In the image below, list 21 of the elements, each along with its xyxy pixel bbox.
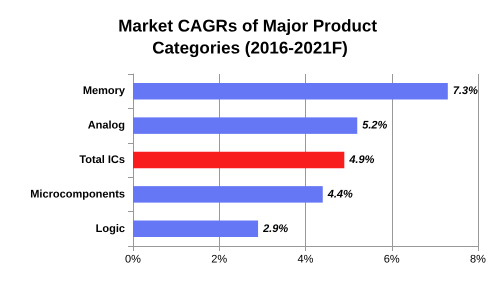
data-label: 4.9%	[348, 154, 375, 166]
y-tick-label: Logic	[96, 222, 125, 235]
bar	[133, 220, 258, 238]
data-label: 5.2%	[362, 120, 388, 132]
y-tick-label: Memory	[82, 85, 126, 98]
x-tick-label: 6%	[384, 254, 400, 266]
x-tick-label: 4%	[298, 254, 314, 266]
bar	[133, 117, 358, 134]
data-label: 2.9%	[262, 222, 288, 235]
x-tick-label: 0%	[125, 254, 142, 266]
data-label: 4.4%	[326, 188, 354, 200]
bar	[133, 152, 344, 168]
bar	[133, 186, 323, 203]
y-tick-label: Microcomponents	[30, 188, 125, 200]
data-label: 7.3%	[452, 85, 478, 98]
bar	[133, 82, 448, 100]
y-tick-label: Analog	[88, 120, 125, 132]
x-tick-label: 8%	[470, 254, 486, 266]
y-tick-label: Total ICs	[79, 154, 125, 166]
chart-title: Market CAGRs of Major Product Categories (2016-2021F)	[118, 16, 382, 58]
x-tick-label: 2%	[211, 254, 228, 266]
